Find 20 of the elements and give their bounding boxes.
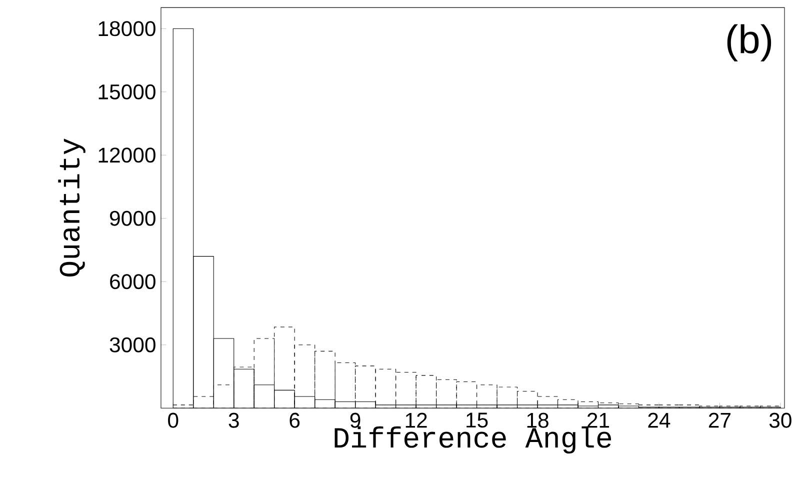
y-tick-label: 18000 [98,21,156,36]
x-tick-label: 3 [228,412,239,428]
x-tick-label: 21 [587,412,610,428]
y-tick-label: 3000 [110,337,156,352]
y-axis-title: Quantity [58,138,86,277]
annotation: (b) [727,24,772,62]
y-tick-label: 12000 [98,148,156,163]
x-tick-label: 12 [406,412,427,428]
x-tick-label: 24 [648,412,670,428]
y-tick-label: 6000 [110,274,156,290]
y-tick-label: 9000 [110,210,156,226]
x-tick-label: 18 [527,412,548,428]
x-tick-label: 0 [168,412,178,428]
x-tick-label: 27 [708,412,730,428]
x-axis-title: Difference Angle [334,426,612,454]
y-tick-label: 15000 [98,84,156,100]
x-tick-label: 6 [290,412,300,428]
x-tick-label: 15 [466,412,488,428]
x-tick-label: 9 [350,412,360,428]
x-tick-label: 30 [769,412,792,428]
